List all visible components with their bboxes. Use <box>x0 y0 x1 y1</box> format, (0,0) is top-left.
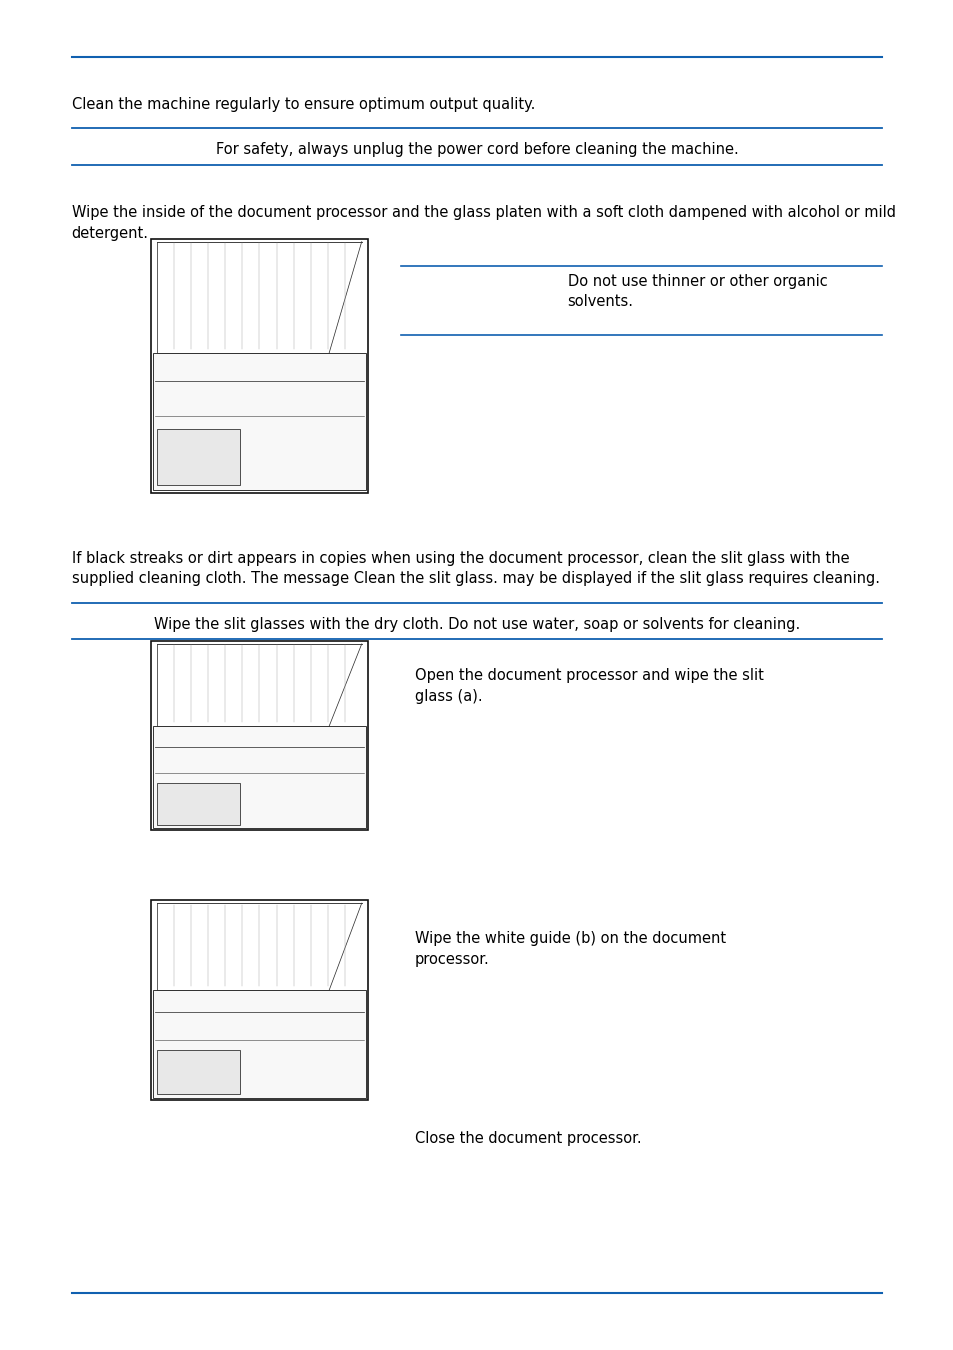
Bar <box>151 900 368 1100</box>
Text: Wipe the slit glasses with the dry cloth. Do not use water, soap or solvents for: Wipe the slit glasses with the dry cloth… <box>153 617 800 632</box>
Bar <box>152 354 366 490</box>
Bar <box>152 726 366 829</box>
Bar <box>157 783 239 825</box>
Bar <box>151 641 368 830</box>
Text: If black streaks or dirt appears in copies when using the document processor, cl: If black streaks or dirt appears in copi… <box>71 551 879 586</box>
Text: Close the document processor.: Close the document processor. <box>415 1131 641 1146</box>
Bar <box>157 1050 239 1095</box>
Text: Wipe the white guide (b) on the document
processor.: Wipe the white guide (b) on the document… <box>415 931 725 967</box>
Bar <box>157 429 239 485</box>
Text: For safety, always unplug the power cord before cleaning the machine.: For safety, always unplug the power cord… <box>215 142 738 157</box>
Bar <box>152 991 366 1099</box>
Text: Open the document processor and wipe the slit
glass (a).: Open the document processor and wipe the… <box>415 668 763 703</box>
Bar <box>151 239 368 493</box>
Text: Do not use thinner or other organic
solvents.: Do not use thinner or other organic solv… <box>567 274 826 309</box>
Text: Wipe the inside of the document processor and the glass platen with a soft cloth: Wipe the inside of the document processo… <box>71 205 895 240</box>
Text: Clean the machine regularly to ensure optimum output quality.: Clean the machine regularly to ensure op… <box>71 97 535 112</box>
